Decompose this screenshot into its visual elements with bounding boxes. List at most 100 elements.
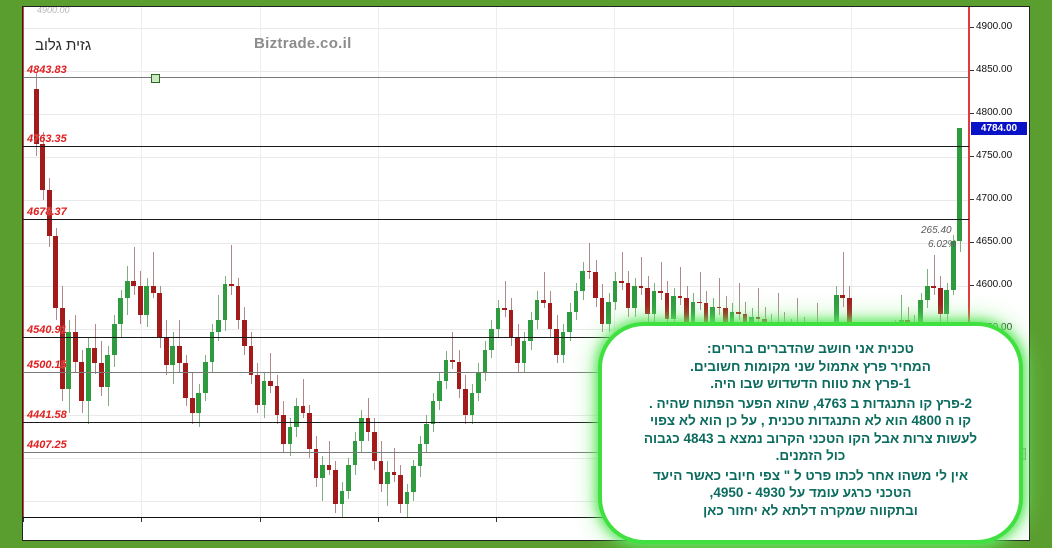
site-watermark: Biztrade.co.il (254, 35, 352, 52)
candle-body (53, 236, 59, 309)
candle-wick (901, 294, 902, 336)
price-level-line[interactable] (23, 218, 969, 220)
candle-body (111, 323, 117, 355)
candle-wick (758, 287, 759, 326)
candle-body (320, 464, 325, 479)
measure-points-label: 265.40 (921, 225, 952, 236)
candle-body (508, 310, 514, 338)
candle-body (534, 299, 540, 321)
candle-body (937, 287, 943, 314)
candle-body (547, 303, 553, 330)
candle-wick (322, 456, 323, 501)
candle-body (222, 284, 228, 321)
time-axis-tick (260, 518, 261, 522)
candle-body (66, 332, 72, 390)
price-level-label: 4843.83 (27, 63, 67, 76)
tick-mark (970, 199, 974, 201)
gridline-vertical (614, 7, 615, 518)
candle-body (430, 401, 436, 424)
trendline-drag-handle[interactable] (151, 73, 160, 83)
candle-body (931, 286, 937, 288)
top-clipped-axis-label: 4900.00 (37, 6, 70, 15)
candle-body (131, 280, 137, 287)
candle-wick (797, 298, 798, 336)
callout-line: לעשות צרות אבל הקו הטכני הקרוב נמצא ב 48… (643, 430, 978, 446)
callout-line: אין לי משהו אחר לכתו פרט ל " צפי חיובי כ… (652, 467, 969, 483)
candle-body (495, 308, 501, 330)
plot-right-rail (968, 7, 969, 518)
candle-body (352, 440, 358, 465)
candle-wick (505, 280, 506, 318)
analysis-callout-box[interactable]: טכנית אני חושב שהדברים ברורים: המחיר פרץ … (598, 322, 1023, 544)
time-axis-tick (496, 518, 497, 522)
price-level-line[interactable] (23, 451, 969, 453)
candle-wick (153, 251, 154, 299)
candle-body (469, 392, 475, 415)
candle-body (287, 426, 293, 445)
candle-body (651, 291, 657, 314)
candle-body (671, 296, 676, 319)
tick-mark (970, 242, 974, 244)
price-level-line[interactable] (23, 145, 969, 147)
price-axis-tick-label: 4600.00 (976, 279, 1013, 291)
gridline-vertical (141, 7, 142, 518)
time-axis-tick (23, 518, 24, 522)
candle-body (85, 347, 91, 402)
price-level-label: 4500.15 (27, 358, 67, 371)
tick-mark (970, 156, 974, 158)
price-level-label: 4540.91 (27, 323, 67, 336)
price-level-line[interactable] (23, 371, 969, 373)
candle-body (612, 280, 618, 302)
price-level-label: 4407.25 (27, 438, 67, 451)
candle-body (638, 286, 644, 288)
candle-body (124, 280, 130, 299)
candle-body (157, 292, 163, 338)
gridline-vertical (260, 7, 261, 518)
candle-body (703, 303, 709, 330)
candle-body (833, 294, 839, 338)
candle-body (391, 471, 397, 476)
candle-body (684, 298, 689, 324)
tick-mark (970, 113, 974, 115)
callout-line: 1-פרץ את טווח הדשדוש שבו היה. (710, 376, 911, 391)
price-axis-tick-label: 4850.00 (976, 64, 1013, 76)
candle-body (554, 329, 559, 355)
candle-wick (544, 272, 545, 309)
candle-body (482, 349, 488, 372)
price-level-label: 4441.58 (27, 409, 67, 422)
candle-body (463, 389, 468, 415)
candle-body (261, 380, 267, 405)
price-level-line[interactable] (23, 76, 969, 78)
candle-body (716, 306, 722, 309)
candle-body (326, 464, 332, 470)
candlestick-plot[interactable]: 4843.83 4763.35 4678.37 4540.91 4500.15 4441.… (23, 7, 969, 518)
candle-body (755, 317, 761, 319)
candle-body (144, 286, 150, 316)
candle-body (528, 320, 533, 342)
candle-wick (680, 267, 681, 305)
price-level-line[interactable] (23, 422, 969, 424)
candle-body (417, 444, 423, 467)
candle-body (300, 406, 306, 414)
candle-body (203, 361, 208, 393)
candle-body (541, 299, 546, 304)
time-axis-tick (378, 518, 379, 522)
candle-body (625, 282, 631, 309)
candle-body (580, 270, 585, 292)
candle-body (137, 286, 143, 316)
candle-body (242, 320, 247, 347)
callout-line: הטכני כרגע עומד על 4930 - 4950, (709, 485, 912, 500)
price-level-line[interactable] (23, 336, 969, 338)
candle-wick (719, 277, 720, 316)
candle-body (281, 414, 286, 445)
candle-body (105, 354, 111, 388)
candle-body (365, 418, 371, 433)
tick-mark (970, 27, 974, 29)
candle-body (840, 294, 846, 299)
candle-body (346, 464, 351, 491)
price-axis-tick-label: 4750.00 (976, 150, 1013, 162)
price-axis-tick-label: 4800.00 (976, 107, 1013, 119)
candle-body (918, 299, 924, 324)
price-level-label: 4678.37 (27, 205, 67, 218)
